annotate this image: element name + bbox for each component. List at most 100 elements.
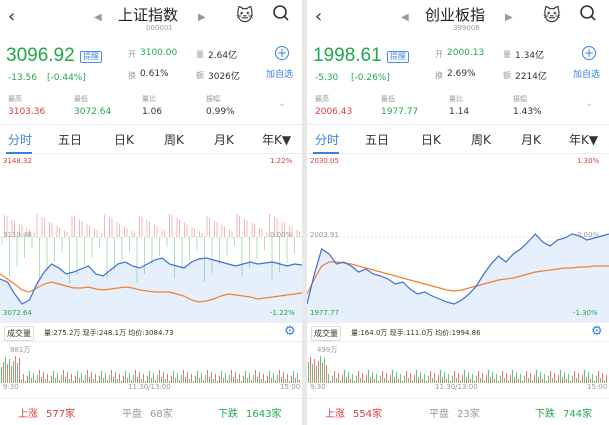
next-index-icon[interactable]: ▶ — [198, 12, 206, 23]
tab-intraday[interactable]: 分时 — [8, 133, 33, 147]
tab-monthly-k[interactable]: 月K — [521, 133, 541, 147]
volume-bar — [316, 366, 317, 383]
volume-indicator-button[interactable]: 成交量 — [311, 326, 341, 341]
volume-bar — [450, 381, 451, 383]
volume-bar — [285, 379, 286, 383]
volume-bar — [281, 377, 282, 383]
volume-bar — [65, 377, 66, 383]
volume-bar — [596, 376, 597, 383]
add-favorite-icon[interactable]: + — [582, 46, 596, 60]
expand-chevron-icon[interactable]: ⌄ — [585, 98, 594, 109]
volume-bar — [594, 381, 595, 383]
volume-info-bar: 成交量 量:275.2万 现手:248.1万 均价:3084.73 ⚙ — [0, 322, 302, 342]
tab-weekly-k[interactable]: 周K — [471, 133, 491, 147]
volume-value: 2.64亿 — [208, 51, 238, 61]
back-icon[interactable]: ‹ — [315, 6, 323, 27]
tab-yearly-k[interactable]: 年K▼ — [569, 133, 599, 147]
volume-bar — [59, 380, 60, 383]
volume-bar — [390, 375, 391, 383]
volume-bar — [183, 370, 184, 383]
volume-bar — [91, 372, 92, 383]
volume-bar — [83, 380, 84, 383]
price-area-fill — [0, 258, 302, 322]
mascot-icon[interactable]: 🐱 — [543, 6, 561, 26]
volume-bar — [562, 377, 563, 383]
chart-max-pct: 1.30% — [577, 157, 600, 165]
tab-daily-k[interactable]: 日K — [114, 133, 134, 147]
add-favorite-button[interactable]: 加自选 — [573, 70, 601, 80]
volume-bar — [584, 370, 585, 383]
tab-five-day[interactable]: 五日 — [365, 133, 390, 147]
volume-bar — [81, 373, 82, 383]
search-icon[interactable] — [579, 4, 597, 26]
volume-bar — [406, 371, 407, 383]
volume-indicator-button[interactable]: 成交量 — [4, 326, 34, 341]
tab-weekly-k[interactable]: 周K — [164, 133, 184, 147]
volume-bar — [211, 372, 212, 383]
volume-bar — [297, 373, 298, 383]
volume-bar — [263, 374, 264, 383]
prev-index-icon[interactable]: ◀ — [401, 12, 409, 23]
volume-bar — [470, 379, 471, 383]
advancers-count: 577家 — [46, 409, 76, 420]
next-index-icon[interactable]: ▶ — [505, 12, 513, 23]
metric-value: 1977.77 — [381, 107, 419, 117]
volume-bar — [348, 372, 349, 383]
chart-min-pct: -1.30% — [573, 309, 598, 317]
volume-chart — [308, 356, 607, 383]
add-favorite-button[interactable]: 加自选 — [266, 70, 294, 80]
volume-bar — [199, 378, 200, 383]
volume-bar — [295, 378, 296, 383]
volume-bar — [354, 381, 355, 383]
volume-bar — [167, 374, 168, 383]
volume-bar — [45, 379, 46, 383]
tab-monthly-k[interactable]: 月K — [214, 133, 234, 147]
price-area-fill — [307, 234, 609, 322]
alert-badge[interactable]: 提醒 — [80, 51, 102, 63]
volume-bar — [458, 373, 459, 383]
settings-gear-icon[interactable]: ⚙ — [284, 324, 296, 339]
volume-bar — [207, 370, 208, 383]
search-icon[interactable] — [272, 4, 290, 26]
volume-bar — [422, 379, 423, 383]
volume-bar — [15, 356, 16, 383]
tab-daily-k[interactable]: 日K — [421, 133, 441, 147]
alert-badge[interactable]: 提醒 — [387, 51, 409, 63]
volume-bar — [400, 374, 401, 383]
intraday-chart[interactable] — [0, 154, 302, 322]
add-favorite-icon[interactable]: + — [275, 46, 289, 60]
time-mid: 11:30/13:00 — [128, 383, 171, 391]
volume-bar — [97, 381, 98, 383]
back-icon[interactable]: ‹ — [8, 6, 16, 27]
volume-bar — [131, 380, 132, 383]
volume-bar — [5, 357, 6, 383]
advancers-label: 上涨 — [18, 409, 38, 420]
tab-five-day[interactable]: 五日 — [58, 133, 83, 147]
volume-bar — [516, 372, 517, 383]
chart-ref-pct: 0.00% — [270, 231, 293, 239]
tab-yearly-k[interactable]: 年K▼ — [262, 133, 292, 147]
volume-bar — [277, 375, 278, 383]
volume-bar — [259, 372, 260, 383]
volume-bar — [185, 377, 186, 383]
open-value: 3100.00 — [140, 48, 178, 58]
volume-bar — [356, 376, 357, 383]
intraday-chart[interactable] — [307, 154, 609, 322]
metric-value: 1.14 — [449, 107, 470, 117]
volume-bar — [201, 373, 202, 383]
volume-bar — [490, 377, 491, 383]
volume-bar — [428, 376, 429, 383]
expand-chevron-icon[interactable]: ⌄ — [278, 98, 287, 109]
volume-bar — [486, 375, 487, 383]
volume-bar — [432, 378, 433, 383]
mascot-icon[interactable]: 🐱 — [236, 6, 254, 26]
volume-bar — [320, 356, 321, 383]
prev-index-icon[interactable]: ◀ — [94, 12, 102, 23]
volume-bar — [514, 377, 515, 383]
tab-intraday[interactable]: 分时 — [315, 133, 340, 147]
time-mid: 11:30/13:00 — [435, 383, 478, 391]
average-price-line — [307, 261, 609, 295]
settings-gear-icon[interactable]: ⚙ — [591, 324, 603, 339]
volume-bar — [27, 376, 28, 383]
decliners-count: 1643家 — [246, 409, 282, 420]
